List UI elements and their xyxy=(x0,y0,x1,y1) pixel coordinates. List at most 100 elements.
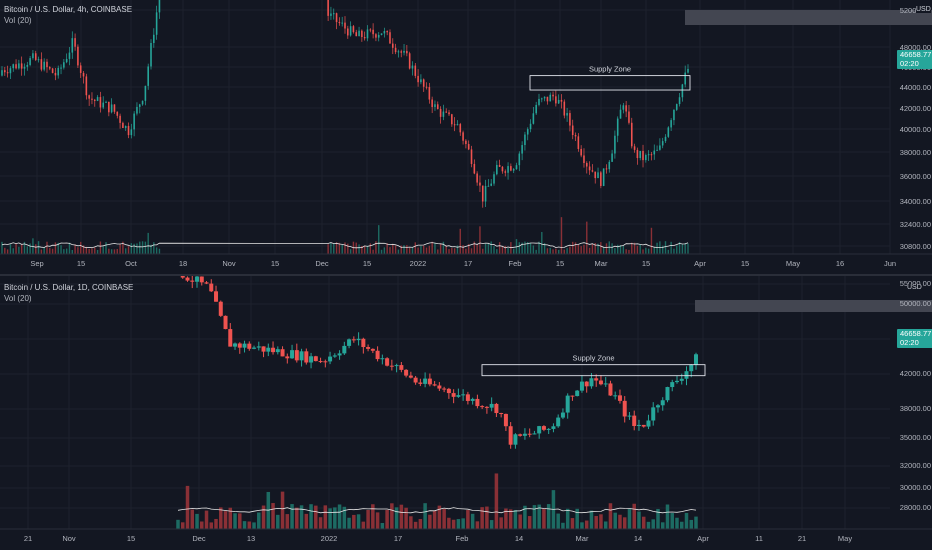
candle-body xyxy=(679,378,684,381)
chart-pane-4h[interactable]: Supply Zone52000.0048000.0046000.0044000… xyxy=(0,0,932,274)
volume-bar xyxy=(411,247,414,254)
candle-body xyxy=(228,329,233,347)
time-axis-label: 15 xyxy=(127,534,135,543)
volume-bar xyxy=(4,247,6,254)
volume-bar xyxy=(535,249,537,254)
time-axis-label: Apr xyxy=(697,534,709,543)
volume-bar xyxy=(462,245,464,254)
volume-bar xyxy=(356,514,361,529)
candle-body xyxy=(252,347,257,349)
volume-bar xyxy=(425,247,428,254)
volume-bar xyxy=(556,513,560,529)
candle-body xyxy=(535,104,537,114)
candle-body xyxy=(328,356,333,362)
price-axis-label: 28000.00 xyxy=(900,503,931,512)
candle-body xyxy=(605,168,608,170)
volume-bar xyxy=(565,508,570,529)
candle-body xyxy=(389,365,394,367)
candle-body xyxy=(356,338,361,341)
volume-bar xyxy=(580,246,582,254)
volume-bar xyxy=(420,246,422,254)
candle-body xyxy=(383,31,386,34)
candle-body xyxy=(351,339,356,341)
chart-canvas-4h[interactable]: Supply Zone52000.0048000.0046000.0044000… xyxy=(0,0,932,274)
volume-bar xyxy=(252,522,256,529)
volume-bar xyxy=(68,242,71,254)
candle-body xyxy=(498,164,501,167)
volume-bar xyxy=(569,246,571,254)
time-axis-label: 15 xyxy=(271,259,279,268)
volume-bar xyxy=(380,522,385,529)
volume-bar xyxy=(461,518,465,529)
volume-bar xyxy=(375,512,380,529)
candle-body xyxy=(619,109,622,119)
volume-bar xyxy=(352,514,356,529)
candle-body xyxy=(63,62,65,68)
volume-bar xyxy=(102,246,104,254)
volume-bar xyxy=(431,241,433,254)
candle-body xyxy=(475,398,480,407)
volume-bar xyxy=(493,246,495,254)
volume-bar xyxy=(647,248,650,254)
volume-bar xyxy=(560,217,563,254)
symbol-title: Bitcoin / U.S. Dollar, 1D, COINBASE xyxy=(4,283,134,292)
candle-body xyxy=(451,114,453,125)
candle-body xyxy=(195,276,200,282)
volume-bar xyxy=(276,514,280,529)
candle-body xyxy=(565,395,570,413)
volume-bar xyxy=(119,244,121,254)
volume-bar xyxy=(74,244,76,254)
volume-bar xyxy=(347,243,349,254)
volume-bar xyxy=(681,244,684,254)
volume-bar xyxy=(563,249,565,254)
candle-body xyxy=(583,155,585,164)
volume-bar xyxy=(9,244,12,254)
candle-body xyxy=(493,174,495,184)
candle-body xyxy=(670,120,672,128)
volume-bar xyxy=(613,512,617,529)
overlay-bar xyxy=(695,300,932,312)
volume-bar xyxy=(532,245,535,254)
pane-separator[interactable] xyxy=(0,274,932,276)
candle-body xyxy=(358,30,360,37)
volume-bar xyxy=(476,244,478,254)
volume-bar xyxy=(459,228,461,254)
volume-bar xyxy=(603,521,608,529)
candle-body xyxy=(337,353,342,356)
volume-ma-line xyxy=(1,242,689,249)
volume-bar xyxy=(617,244,619,254)
candle-body xyxy=(147,66,149,86)
time-axis-label: May xyxy=(838,534,852,543)
volume-bar xyxy=(295,507,299,529)
volume-bar xyxy=(694,516,698,529)
volume-bar xyxy=(542,509,546,529)
volume-bar xyxy=(602,247,605,254)
volume-bar xyxy=(219,507,223,529)
candle-body xyxy=(420,79,422,83)
volume-bar xyxy=(400,245,402,254)
volume-bar xyxy=(116,248,118,254)
candle-body xyxy=(456,395,461,397)
chart-pane-1d[interactable]: Supply Zone55000.0050000.0046000.0042000… xyxy=(0,276,932,550)
candle-body xyxy=(389,32,391,44)
time-axis-label: 16 xyxy=(836,259,844,268)
chart-legend-1d: Bitcoin / U.S. Dollar, 1D, COINBASE Vol … xyxy=(4,282,133,304)
volume-bar xyxy=(200,521,204,529)
chart-canvas-1d[interactable]: Supply Zone55000.0050000.0046000.0042000… xyxy=(0,276,932,550)
candle-body xyxy=(18,63,20,69)
candle-body xyxy=(6,72,9,74)
candle-body xyxy=(636,149,639,159)
volume-bar xyxy=(82,245,85,254)
time-axis-label: 14 xyxy=(634,534,642,543)
candle-body xyxy=(521,145,523,154)
volume-bar xyxy=(333,507,337,529)
volume-bar xyxy=(423,503,427,529)
volume-bar xyxy=(318,517,323,529)
price-axis-label: 30000.00 xyxy=(900,483,931,492)
candle-body xyxy=(446,388,451,394)
volume-bar xyxy=(389,247,391,254)
price-axis-label: 35000.00 xyxy=(900,433,931,442)
volume-bar xyxy=(667,249,670,254)
time-axis-label: Feb xyxy=(456,534,469,543)
volume-bar xyxy=(574,242,577,254)
